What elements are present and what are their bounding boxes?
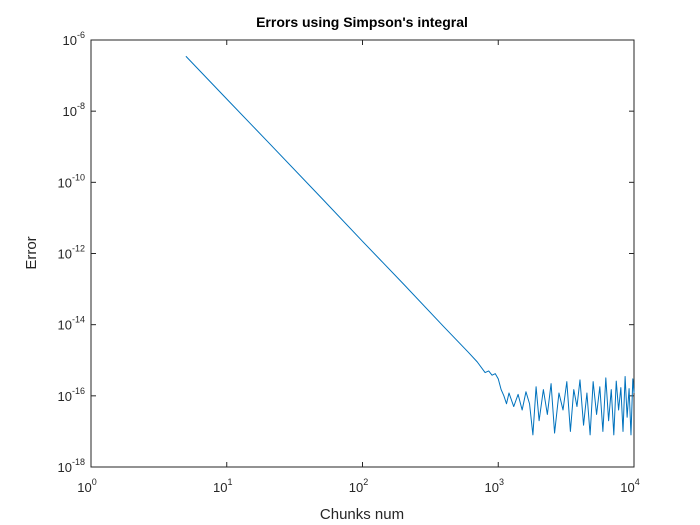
plot-area	[90, 39, 635, 468]
y-axis-ticks: 10-18 10-16 10-14 10-12 10-10 10-8 10-6	[58, 30, 634, 475]
x-axis-label: Chunks num	[320, 506, 404, 523]
y-tick-label: 10-18	[58, 457, 85, 475]
y-tick-label: 10-14	[58, 315, 85, 333]
chart-title: Errors using Simpson's integral	[256, 14, 468, 30]
y-tick-label: 10-12	[58, 244, 85, 262]
x-axis-ticks: 100 101 102 103 104	[77, 40, 640, 495]
y-tick-label: 10-16	[58, 386, 85, 404]
series-layer	[185, 55, 635, 436]
y-tick-label: 10-10	[58, 172, 85, 190]
y-tick-label: 10-6	[63, 30, 85, 48]
x-tick-label: 102	[349, 477, 368, 495]
series-line-1	[185, 55, 635, 436]
y-axis-label: Error	[23, 236, 40, 269]
x-tick-label: 104	[620, 477, 639, 495]
y-tick-label: 10-8	[63, 101, 85, 119]
x-tick-label: 101	[213, 477, 232, 495]
x-tick-label: 103	[485, 477, 504, 495]
x-tick-label: 100	[77, 477, 96, 495]
